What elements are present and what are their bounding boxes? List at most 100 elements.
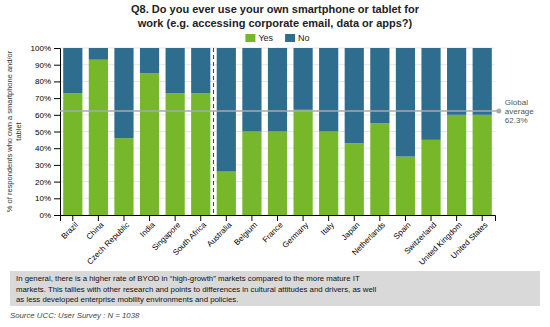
bar <box>217 172 236 215</box>
y-tick-mark <box>54 115 60 116</box>
y-tick-label: 100% <box>31 44 51 53</box>
y-tick: 50% <box>35 128 60 137</box>
y-tick: 40% <box>35 144 60 153</box>
annotation: In general, there is a higher rate of BY… <box>16 274 377 304</box>
text-line: % of respondents who own a smartphone an… <box>5 50 14 212</box>
reference-line <box>60 110 499 112</box>
y-tick-mark <box>54 148 60 149</box>
y-tick: 100% <box>31 44 60 53</box>
bar <box>114 138 133 215</box>
annotation-box <box>10 271 540 306</box>
y-tick-mark <box>54 48 60 49</box>
x-tick-label: Czech Republic <box>85 220 131 266</box>
x-tick-label: United States <box>449 220 489 260</box>
x-tick: Belgium <box>232 215 259 247</box>
x-tick-label: France <box>261 220 285 244</box>
bar <box>140 73 159 215</box>
legend-item: Yes <box>245 33 273 43</box>
y-axis-line <box>54 49 61 216</box>
x-tick-label: Germany <box>281 220 311 250</box>
bar <box>140 48 159 73</box>
bar <box>421 140 440 215</box>
y-tick-label: 70% <box>35 94 51 103</box>
bar <box>166 48 185 93</box>
y-tick-label: 20% <box>35 178 51 187</box>
text-line: 62.3% <box>505 116 528 125</box>
bar <box>345 143 364 215</box>
x-tick: Netherlands <box>350 215 387 257</box>
y-tick-mark <box>54 132 60 133</box>
bar <box>319 132 338 216</box>
bar <box>63 48 82 93</box>
y-tick-label: 80% <box>35 77 51 86</box>
y-tick-label: 50% <box>35 128 51 137</box>
y-tick: 70% <box>35 94 60 103</box>
bar <box>370 48 389 123</box>
series <box>63 48 492 172</box>
legend-label: Yes <box>258 33 273 43</box>
y-tick: 0% <box>39 211 60 220</box>
x-tick-label: Australia <box>205 220 234 249</box>
x-tick: South Africa <box>171 215 208 257</box>
plot: 0%10%20%30%40%50%60%70%80%90%100%BrazilC… <box>31 44 502 267</box>
x-axis: BrazilChinaCzech RepublicIndiaSingaporeS… <box>59 215 495 267</box>
y-tick-mark <box>54 198 60 199</box>
x-tick: India <box>138 215 157 239</box>
x-tick: France <box>261 215 285 244</box>
text-line: as less developed enterprise mobility en… <box>16 295 238 304</box>
source: Source UCC: User Survey : N = 1038 <box>10 311 140 320</box>
x-tick-label: China <box>84 220 106 242</box>
y-tick-mark <box>54 98 60 99</box>
y-tick: 90% <box>35 61 60 70</box>
grid <box>60 48 495 215</box>
legend-label: No <box>298 33 310 43</box>
y-tick-mark <box>54 165 60 166</box>
text-line: In general, there is a higher rate of BY… <box>16 274 360 283</box>
y-axis-title: % of respondents who own a smartphone an… <box>5 50 23 212</box>
x-tick: Spain <box>392 215 413 241</box>
x-tick: Japan <box>340 215 362 242</box>
text-line: average <box>505 107 534 116</box>
y-tick-mark <box>54 182 60 183</box>
chart: Q8. Do you ever use your own smartphone … <box>0 0 550 327</box>
x-tick-label: Japan <box>340 220 362 242</box>
title: Q8. Do you ever use your own smartphone … <box>131 3 420 29</box>
bar <box>217 48 236 172</box>
bar <box>473 48 492 115</box>
bar <box>268 48 287 132</box>
bar <box>473 115 492 215</box>
bar <box>319 48 338 132</box>
legend-item: No <box>285 33 310 43</box>
text-line: work (e.g. accessing corporate email, da… <box>137 17 413 29</box>
bar <box>191 48 210 93</box>
x-tick: Italy <box>319 215 336 237</box>
divider <box>213 48 214 215</box>
reference-label: Globalaverage62.3% <box>505 98 534 125</box>
x-tick-label: Spain <box>392 220 413 241</box>
bar <box>268 132 287 216</box>
legend: Yes No <box>245 33 309 43</box>
bar <box>114 48 133 138</box>
y-tick-label: 0% <box>39 211 51 220</box>
y-tick: 20% <box>35 178 60 187</box>
y-tick: 60% <box>35 111 60 120</box>
text-line: Q8. Do you ever use your own smartphone … <box>131 3 420 15</box>
text-line: Global <box>505 98 528 107</box>
y-tick: 30% <box>35 161 60 170</box>
bars <box>63 48 492 215</box>
y-tick: 80% <box>35 77 60 86</box>
bar <box>293 48 312 110</box>
y-tick-label: 10% <box>35 194 51 203</box>
bar <box>293 110 312 215</box>
y-tick-label: 90% <box>35 61 51 70</box>
x-tick-label: India <box>138 220 157 239</box>
y-tick-label: 60% <box>35 111 51 120</box>
y-tick-mark <box>54 215 60 216</box>
text-line: markets. This tallies with other researc… <box>16 285 377 294</box>
y-tick-label: 40% <box>35 144 51 153</box>
bar <box>447 48 466 115</box>
y-tick-label: 30% <box>35 161 51 170</box>
x-tick-label: Belgium <box>232 220 259 247</box>
y-tick-mark <box>54 65 60 66</box>
bar <box>396 157 415 215</box>
